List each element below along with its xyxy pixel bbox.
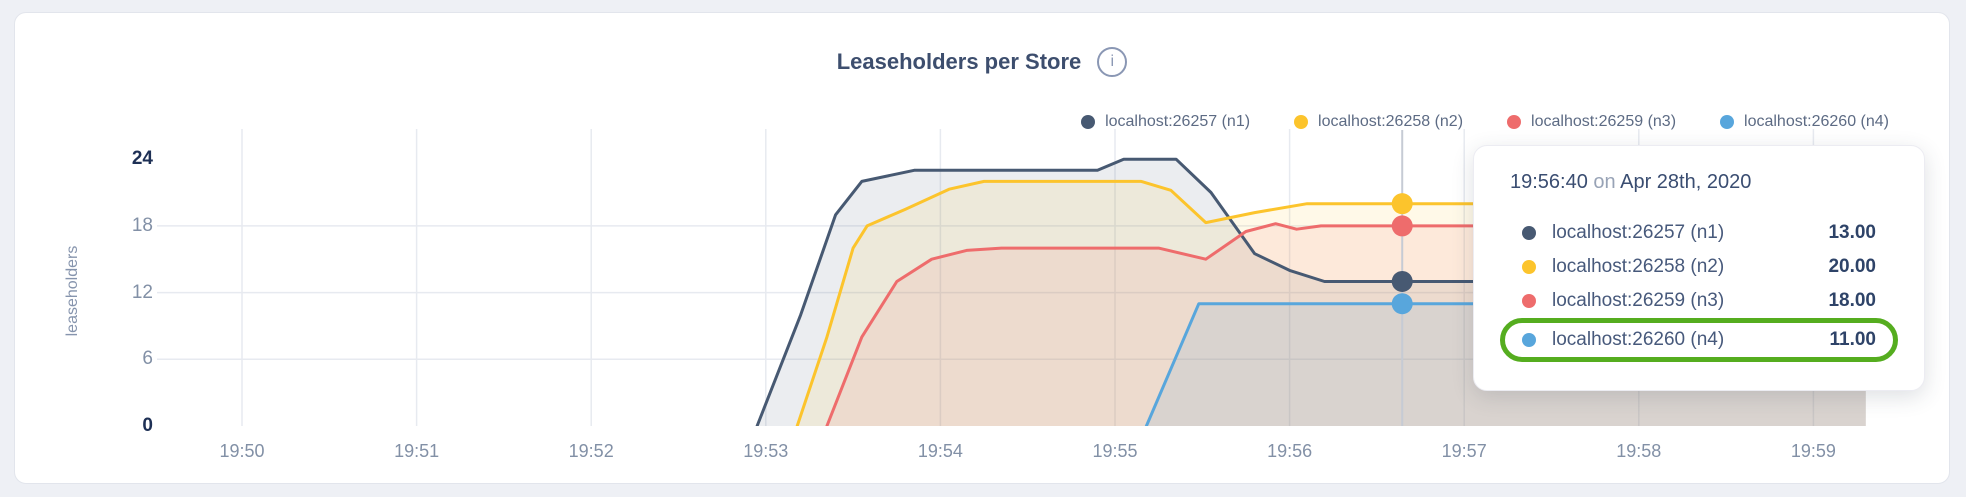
hover-dot xyxy=(1391,215,1413,237)
legend-dot-icon xyxy=(1720,115,1735,129)
tooltip-row-value: 13.00 xyxy=(1828,222,1876,243)
legend: localhost:26257 (n1) localhost:26258 (n2)… xyxy=(1081,113,1889,131)
tooltip-row: localhost:26258 (n2) 20.00 xyxy=(1500,250,1898,284)
x-tick-label: 19:59 xyxy=(1790,441,1836,461)
x-tick-label: 19:54 xyxy=(917,441,963,461)
series-line xyxy=(795,179,1868,426)
tooltip-row-label: localhost:26260 (n4) xyxy=(1552,329,1725,350)
tooltip-row-label: localhost:26259 (n3) xyxy=(1552,290,1725,311)
series-line xyxy=(825,222,1868,426)
tooltip-row: localhost:26259 (n3) 18.00 xyxy=(1500,284,1898,318)
tooltip-row-value: 11.00 xyxy=(1829,329,1877,350)
legend-item-label: localhost:26259 (n3) xyxy=(1531,113,1677,130)
tooltip-row-label: localhost:26258 (n2) xyxy=(1552,256,1725,277)
x-tick-label: 19:57 xyxy=(1441,441,1487,461)
y-tick-label: 18 xyxy=(131,214,153,236)
legend-item[interactable]: localhost:26258 (n2) xyxy=(1294,113,1463,131)
x-tick-label: 19:51 xyxy=(394,441,440,461)
y-tick-label: 0 xyxy=(142,415,153,436)
hover-dot xyxy=(1391,270,1413,292)
legend-item[interactable]: localhost:26257 (n1) xyxy=(1081,113,1250,131)
tooltip-row-dot-icon xyxy=(1522,260,1536,274)
info-icon-glyph: i xyxy=(1110,53,1115,70)
x-tick-label: 19:55 xyxy=(1092,441,1138,461)
series-line xyxy=(755,157,1868,426)
hover-dot xyxy=(1391,193,1413,215)
legend-item[interactable]: localhost:26259 (n3) xyxy=(1507,113,1676,131)
x-tick-label: 19:58 xyxy=(1616,441,1662,461)
tooltip-row-highlighted: localhost:26260 (n4) 11.00 xyxy=(1500,318,1898,362)
tooltip-on-word: on xyxy=(1593,171,1616,193)
x-tick-label: 19:53 xyxy=(743,441,789,461)
tooltip-row-value: 20.00 xyxy=(1828,256,1876,277)
legend-item-label: localhost:26260 (n4) xyxy=(1744,113,1889,130)
y-tick-label: 24 xyxy=(131,148,153,170)
legend-item-label: localhost:26258 (n2) xyxy=(1318,113,1464,130)
chart-header: Leaseholders per Store i xyxy=(15,47,1949,77)
hover-dot xyxy=(1391,293,1413,315)
legend-dot-icon xyxy=(1081,115,1096,129)
legend-dot-icon xyxy=(1294,115,1309,129)
tooltip-row-dot-icon xyxy=(1522,226,1536,240)
chart-card: Leaseholders per Store i localhost:26257… xyxy=(14,12,1950,484)
legend-item[interactable]: localhost:26260 (n4) xyxy=(1720,113,1889,131)
legend-item-label: localhost:26257 (n1) xyxy=(1105,113,1251,130)
x-tick-label: 19:52 xyxy=(568,441,614,461)
tooltip-row-value: 18.00 xyxy=(1828,290,1876,311)
hover-tooltip: 19:56:40 on Apr 28th, 2020 localhost:262… xyxy=(1473,145,1925,391)
tooltip-row-label: localhost:26257 (n1) xyxy=(1552,222,1725,243)
x-tick-label: 19:50 xyxy=(219,441,265,461)
x-tick-label: 19:56 xyxy=(1267,441,1313,461)
info-icon[interactable]: i xyxy=(1097,47,1128,77)
y-tick-label: 12 xyxy=(131,281,153,303)
tooltip-header: 19:56:40 on Apr 28th, 2020 xyxy=(1510,168,1898,196)
tooltip-row: localhost:26257 (n1) 13.00 xyxy=(1500,216,1898,250)
chart-title: Leaseholders per Store xyxy=(836,49,1082,74)
tooltip-row-dot-icon xyxy=(1522,333,1536,347)
y-tick-label: 6 xyxy=(142,348,153,370)
tooltip-row-dot-icon xyxy=(1522,294,1536,308)
legend-dot-icon xyxy=(1507,115,1522,129)
tooltip-date: Apr 28th, 2020 xyxy=(1620,171,1752,193)
tooltip-time: 19:56:40 xyxy=(1510,171,1588,193)
tooltip-rows: localhost:26257 (n1) 13.00 localhost:26258… xyxy=(1500,216,1898,362)
